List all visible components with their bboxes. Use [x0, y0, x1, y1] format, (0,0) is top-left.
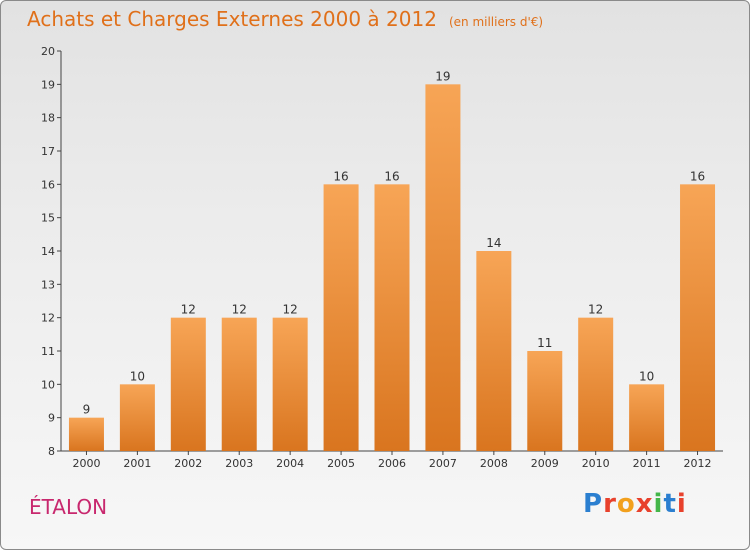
chart-unit: (en milliers d'€) — [448, 15, 544, 29]
proxiti-logo: Proxiti — [583, 489, 687, 519]
x-tick-label: 2011 — [633, 457, 661, 470]
x-tick-label: 2000 — [72, 457, 100, 470]
chart-title-text: Achats et Charges Externes 2000 à 2012 — [27, 7, 437, 31]
bars — [68, 84, 716, 452]
bar-value-label: 16 — [690, 169, 705, 183]
logo-letter: i — [653, 489, 664, 519]
bar-value-label: 12 — [283, 303, 298, 317]
bar-value-label: 12 — [232, 303, 247, 317]
x-tick-label: 2009 — [531, 457, 559, 470]
chart-title: Achats et Charges Externes 2000 à 2012 (e… — [27, 7, 543, 31]
bar — [221, 317, 257, 451]
logo-letter: o — [616, 489, 636, 519]
data-labels: 9 10 12 12 12 16 16 19 14 11 12 10 16 — [83, 69, 706, 416]
bar — [68, 417, 104, 451]
bar-value-label: 10 — [130, 369, 145, 383]
bar-value-label: 12 — [588, 303, 603, 317]
bar-value-label: 11 — [537, 336, 552, 350]
y-tick-label: 18 — [41, 112, 55, 125]
bar — [476, 251, 512, 451]
y-tick-label: 13 — [41, 278, 55, 291]
y-tick-label: 14 — [41, 245, 55, 258]
bar-value-label: 10 — [639, 369, 654, 383]
x-tick-label: 2008 — [480, 457, 508, 470]
logo-letter: t — [663, 489, 677, 519]
y-tick-label: 9 — [48, 412, 55, 425]
y-tick-label: 8 — [48, 445, 55, 458]
bar — [425, 84, 461, 451]
bar-value-label: 14 — [486, 236, 501, 250]
bar — [680, 184, 716, 452]
bar-value-label: 16 — [384, 169, 399, 183]
bar — [374, 184, 410, 452]
x-tick-label: 2002 — [174, 457, 202, 470]
logo-letter: r — [603, 489, 617, 519]
bar — [527, 351, 563, 451]
x-tick-label: 2004 — [276, 457, 304, 470]
y-tick-label: 16 — [41, 178, 55, 191]
x-tick-label: 2005 — [327, 457, 355, 470]
x-tick-label: 2007 — [429, 457, 457, 470]
bar — [170, 317, 206, 451]
y-tick-label: 11 — [41, 345, 55, 358]
x-tick-label: 2001 — [123, 457, 151, 470]
x-tick-label: 2010 — [582, 457, 610, 470]
bar-value-label: 19 — [435, 69, 450, 83]
bar — [272, 317, 308, 451]
bar — [578, 317, 614, 451]
y-tick-label: 12 — [41, 312, 55, 325]
bar — [119, 384, 155, 451]
bar — [323, 184, 359, 452]
y-tick-label: 10 — [41, 378, 55, 391]
bar — [629, 384, 665, 451]
y-tick-label: 15 — [41, 212, 55, 225]
axes: 8 9 10 11 12 13 14 15 16 17 18 19 20 2000 2001 2002 2003… — [41, 45, 723, 470]
x-tick-label: 2003 — [225, 457, 253, 470]
y-tick-label: 17 — [41, 145, 55, 158]
logo-letter: P — [583, 489, 604, 519]
x-tick-label: 2006 — [378, 457, 406, 470]
commune-name: ÉTALON — [29, 495, 108, 519]
y-tick-label: 19 — [41, 78, 55, 91]
y-tick-label: 20 — [41, 45, 55, 58]
logo-letter: i — [676, 489, 687, 519]
bar-value-label: 9 — [83, 403, 91, 417]
x-tick-label: 2012 — [684, 457, 712, 470]
bar-value-label: 16 — [333, 169, 348, 183]
bar-value-label: 12 — [181, 303, 196, 317]
logo-letter: x — [635, 489, 654, 519]
